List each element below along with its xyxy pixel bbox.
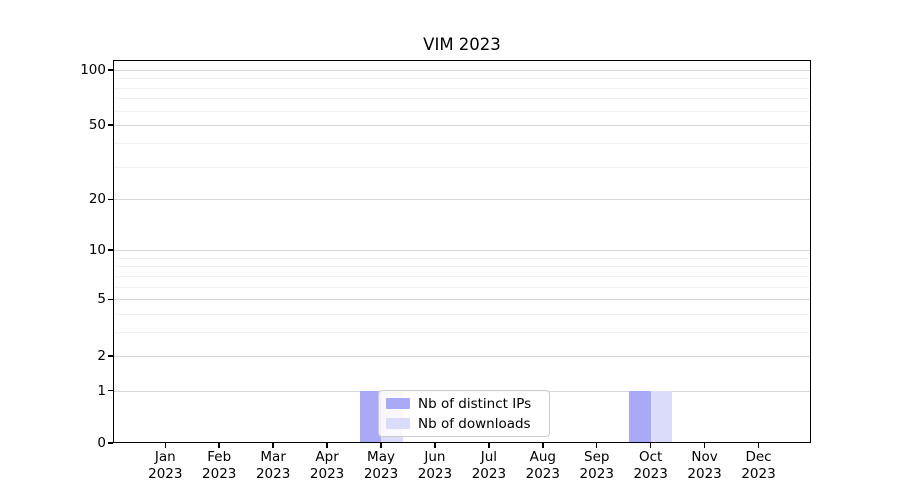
- y-gridline-minor: [113, 275, 811, 277]
- x-tick-label-feb: Feb 2023: [202, 449, 237, 482]
- x-tick-mark: [218, 443, 220, 448]
- y-tick-label: 10: [88, 242, 106, 258]
- y-gridline-minor: [113, 78, 811, 80]
- x-tick-label-sep: Sep 2023: [579, 449, 614, 482]
- legend-label-downloads: Nb of downloads: [418, 415, 531, 432]
- y-gridline-minor: [113, 332, 811, 334]
- x-tick-label-dec: Dec 2023: [741, 449, 776, 482]
- x-tick-mark: [164, 443, 167, 448]
- y-gridline-minor: [113, 98, 811, 100]
- legend-label-distinct-ips: Nb of distinct IPs: [418, 395, 532, 412]
- y-tick-label: 50: [88, 117, 106, 133]
- bar-downloads-oct: [650, 390, 673, 443]
- y-gridline-major: [113, 250, 811, 251]
- x-tick-label-aug: Aug 2023: [525, 449, 560, 482]
- x-tick-label-apr: Apr 2023: [309, 449, 345, 482]
- x-tick-label-mar: Mar 2023: [255, 449, 291, 482]
- x-tick-label-may: May 2023: [363, 449, 399, 482]
- x-tick-mark: [272, 443, 274, 448]
- x-tick-mark: [757, 443, 760, 448]
- y-gridline-minor: [113, 143, 811, 145]
- x-tick-label-jan: Jan 2023: [148, 449, 183, 482]
- y-gridline-major: [113, 356, 811, 357]
- x-tick-mark: [488, 443, 490, 448]
- plot-area: [113, 60, 811, 443]
- y-tick-mark: [108, 442, 113, 444]
- y-tick-label: 0: [97, 435, 106, 451]
- legend-item-distinct-ips: Nb of distinct IPs: [386, 396, 542, 412]
- y-tick-mark: [108, 298, 113, 301]
- x-tick-label-nov: Nov 2023: [687, 449, 722, 482]
- y-gridline-minor: [113, 266, 811, 268]
- y-tick-mark: [108, 249, 113, 251]
- y-gridline-major: [113, 70, 811, 71]
- y-gridline-minor: [113, 110, 811, 112]
- bar-distinct-ips-oct: [629, 390, 651, 443]
- y-tick-mark: [108, 198, 113, 201]
- y-tick-label: 20: [88, 191, 106, 208]
- chart-title: VIM 2023: [423, 35, 501, 54]
- y-gridline-major: [113, 299, 811, 301]
- y-tick-label: 5: [97, 291, 106, 308]
- x-tick-mark: [434, 443, 436, 448]
- legend-swatch-downloads: [386, 418, 410, 429]
- y-tick-mark: [108, 124, 113, 126]
- y-tick-mark: [108, 389, 113, 392]
- x-tick-mark: [326, 443, 328, 448]
- y-tick-label: 1: [97, 382, 106, 399]
- y-tick-mark: [108, 355, 113, 357]
- y-gridline-major: [113, 125, 811, 126]
- x-tick-mark: [595, 443, 598, 448]
- legend-item-downloads: Nb of downloads: [386, 416, 542, 432]
- bar-distinct-ips-may: [359, 390, 382, 443]
- x-tick-mark: [703, 443, 706, 448]
- x-tick-mark: [380, 443, 382, 448]
- y-tick-mark: [108, 69, 113, 71]
- y-gridline-major: [113, 199, 811, 201]
- y-gridline-minor: [113, 314, 811, 316]
- x-tick-label-jul: Jul 2023: [471, 449, 507, 482]
- x-tick-label-jun: Jun 2023: [417, 449, 453, 482]
- y-tick-label: 2: [97, 348, 106, 364]
- x-tick-mark: [649, 443, 652, 448]
- x-tick-label-oct: Oct 2023: [633, 449, 668, 482]
- y-gridline-minor: [113, 286, 811, 288]
- legend: Nb of distinct IPs Nb of downloads: [378, 390, 550, 437]
- y-gridline-minor: [113, 166, 811, 168]
- y-gridline-minor: [113, 87, 811, 89]
- legend-swatch-distinct-ips: [386, 398, 410, 409]
- y-gridline-minor: [113, 257, 811, 259]
- y-tick-label: 100: [80, 62, 106, 78]
- x-tick-mark: [542, 443, 544, 448]
